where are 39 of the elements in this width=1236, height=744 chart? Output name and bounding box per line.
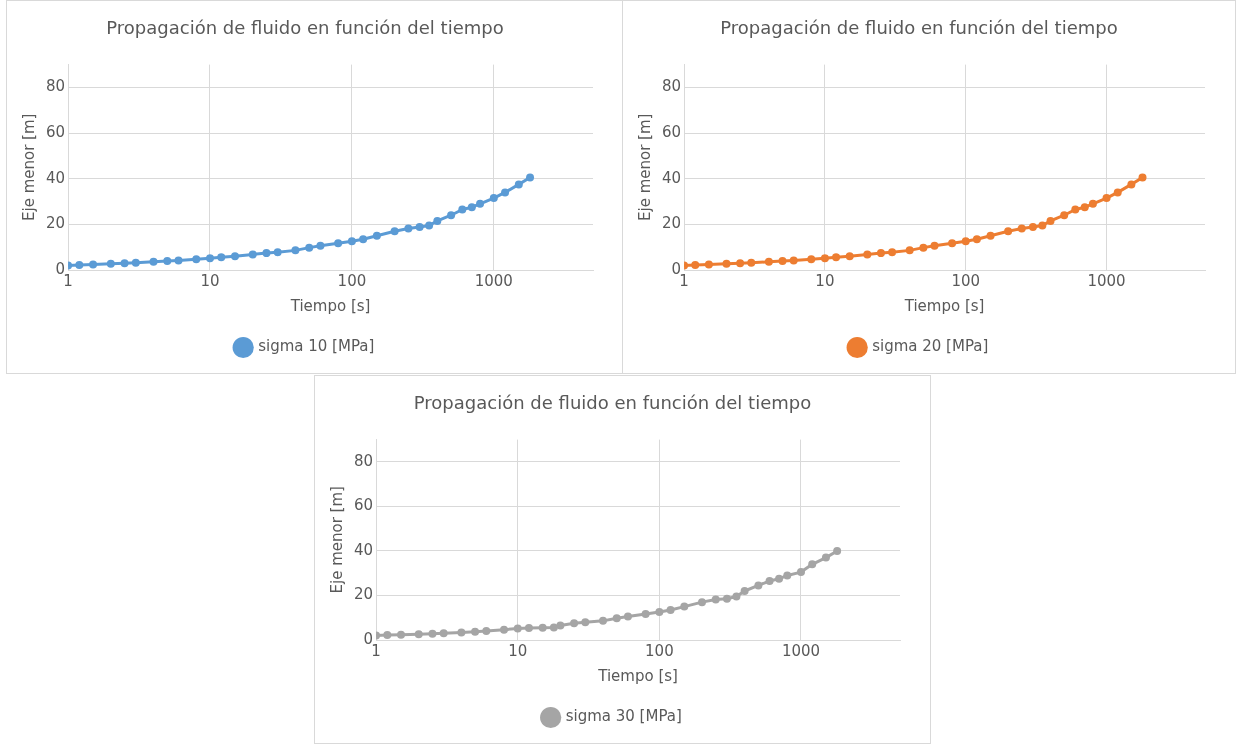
y-tick-label: 60 xyxy=(45,122,66,141)
x-tick-label: 1 xyxy=(371,641,381,660)
x-tick-label: 1 xyxy=(63,271,73,290)
y-axis-title: Eje menor [m] xyxy=(635,113,654,222)
x-tick-label: 100 xyxy=(951,271,981,290)
chart-title: Propagación de fluido en función del tiempo xyxy=(413,392,812,414)
y-tick-label: 60 xyxy=(353,496,374,515)
x-tick-label: 100 xyxy=(337,271,367,290)
y-tick-label: 40 xyxy=(661,168,682,187)
y-tick-label: 40 xyxy=(45,168,66,187)
y-axis-title: Eje menor [m] xyxy=(19,113,38,222)
x-tick-label: 1 xyxy=(679,271,689,290)
y-tick-label: 0 xyxy=(55,259,66,278)
y-tick-label: 20 xyxy=(353,585,374,604)
x-axis-title: Tiempo [s] xyxy=(903,296,985,315)
x-axis-title: Tiempo [s] xyxy=(289,296,371,315)
x-tick-label: 1000 xyxy=(474,271,513,290)
legend-label: sigma 30 [MPa] xyxy=(565,707,682,726)
x-tick-label: 10 xyxy=(508,641,528,660)
legend-label: sigma 10 [MPa] xyxy=(258,337,375,356)
x-tick-label: 100 xyxy=(645,641,674,660)
legend-label: sigma 20 [MPa] xyxy=(872,337,989,356)
y-tick-label: 20 xyxy=(45,214,66,233)
x-tick-label: 1000 xyxy=(1087,271,1126,290)
y-tick-label: 0 xyxy=(671,259,682,278)
y-tick-label: 80 xyxy=(661,77,682,96)
x-axis-title: Tiempo [s] xyxy=(597,666,678,685)
y-tick-label: 40 xyxy=(353,540,374,559)
x-tick-label: 1000 xyxy=(781,641,821,660)
y-tick-label: 0 xyxy=(363,629,374,648)
x-tick-label: 10 xyxy=(815,271,835,290)
chart-title: Propagación de fluido en función del tiempo xyxy=(720,17,1118,39)
y-tick-label: 20 xyxy=(661,214,682,233)
x-tick-label: 10 xyxy=(200,271,220,290)
chart-title: Propagación de fluido en función del tiempo xyxy=(106,17,504,39)
y-tick-label: 80 xyxy=(45,77,66,96)
y-tick-label: 60 xyxy=(661,122,682,141)
y-tick-label: 80 xyxy=(353,451,374,470)
y-axis-title: Eje menor [m] xyxy=(327,486,346,594)
